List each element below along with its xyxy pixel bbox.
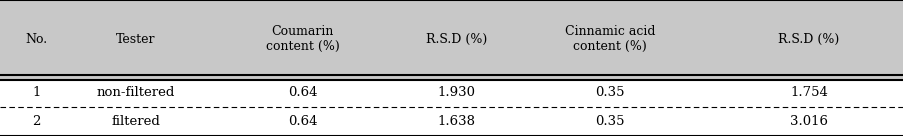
Text: 1.638: 1.638 — [437, 115, 475, 128]
Text: Coumarin: Coumarin — [272, 25, 333, 38]
Text: 1: 1 — [32, 86, 41, 99]
Text: 3.016: 3.016 — [789, 115, 827, 128]
Text: content (%): content (%) — [265, 40, 340, 53]
Text: filtered: filtered — [111, 115, 160, 128]
Text: R.S.D (%): R.S.D (%) — [777, 33, 839, 46]
Text: 0.64: 0.64 — [288, 86, 317, 99]
Text: non-filtered: non-filtered — [97, 86, 174, 99]
Bar — [0, 107, 903, 136]
Text: Cinnamic acid: Cinnamic acid — [564, 25, 655, 38]
Text: 1.754: 1.754 — [789, 86, 827, 99]
Bar — [0, 79, 903, 107]
Text: R.S.D (%): R.S.D (%) — [425, 33, 487, 46]
Text: No.: No. — [25, 33, 47, 46]
Text: 0.64: 0.64 — [288, 115, 317, 128]
Text: 2: 2 — [32, 115, 41, 128]
Text: content (%): content (%) — [573, 40, 647, 53]
Text: 0.35: 0.35 — [595, 115, 624, 128]
Bar — [0, 0, 903, 79]
Text: 1.930: 1.930 — [437, 86, 475, 99]
Text: Tester: Tester — [116, 33, 155, 46]
Text: 0.35: 0.35 — [595, 86, 624, 99]
